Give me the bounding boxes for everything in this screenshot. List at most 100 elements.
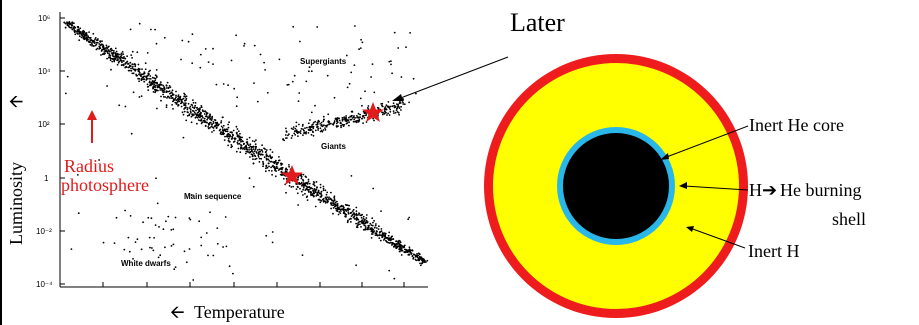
scatter-point: [343, 116, 346, 118]
scatter-point: [308, 66, 311, 69]
scatter-point: [299, 183, 301, 186]
scatter-point: [385, 104, 388, 106]
scatter-point: [302, 183, 304, 186]
scatter-point: [376, 227, 378, 229]
scatter-point: [152, 87, 155, 90]
scatter-point: [162, 93, 165, 96]
scatter-point: [391, 72, 393, 75]
scatter-point: [358, 120, 361, 122]
scatter-point: [98, 43, 101, 45]
star-cross-section: [484, 54, 748, 318]
scatter-point: [216, 121, 219, 124]
scatter-point: [372, 221, 374, 224]
scatter-point: [140, 79, 143, 82]
scatter-point: [332, 202, 335, 204]
scatter-point: [343, 118, 345, 120]
scatter-point: [364, 90, 366, 93]
scatter-point: [363, 220, 365, 222]
scatter-point: [300, 181, 303, 184]
scatter-point: [320, 190, 323, 193]
scatter-point: [230, 138, 233, 140]
scatter-point: [154, 79, 157, 82]
scatter-point: [140, 95, 143, 97]
scatter-point: [302, 186, 305, 189]
scatter-point: [181, 39, 184, 42]
scatter-point: [195, 109, 197, 112]
scatter-point: [168, 90, 171, 93]
scatter-point: [288, 182, 291, 184]
scatter-point: [414, 254, 417, 257]
scatter-point: [357, 112, 360, 115]
scatter-point: [290, 186, 293, 188]
scatter-point: [329, 198, 331, 201]
scatter-point: [117, 58, 119, 61]
scatter-point: [106, 51, 109, 53]
scatter-point: [331, 199, 333, 202]
scatter-point: [393, 104, 396, 107]
scatter-point: [301, 184, 303, 187]
scatter-point: [184, 106, 187, 109]
scatter-point: [148, 236, 151, 239]
scatter-point: [306, 199, 309, 202]
scatter-point: [315, 188, 318, 191]
label-inert-h: Inert H: [748, 241, 799, 261]
scatter-point: [193, 107, 196, 110]
scatter-point: [297, 204, 299, 206]
scatter-point: [242, 143, 245, 146]
shell-pointer-head: [679, 182, 687, 189]
scatter-point: [259, 150, 261, 153]
scatter-point: [379, 239, 382, 242]
scatter-point: [288, 185, 291, 187]
scatter-point: [189, 110, 192, 113]
scatter-point: [397, 242, 400, 245]
scatter-point: [163, 36, 166, 39]
scatter-point: [285, 167, 287, 170]
label-burning-shell-h: H: [749, 180, 762, 200]
scatter-point: [239, 136, 242, 139]
scatter-point: [163, 87, 166, 90]
scatter-point: [230, 146, 233, 149]
scatter-point: [356, 116, 358, 119]
scatter-point: [400, 109, 402, 111]
scatter-point: [207, 61, 210, 63]
scatter-point: [235, 150, 238, 153]
scatter-point: [282, 177, 285, 180]
scatter-point: [158, 83, 161, 86]
scatter-point: [357, 221, 360, 224]
scatter-point: [322, 189, 325, 192]
scatter-point: [293, 74, 296, 77]
scatter-point: [374, 224, 377, 227]
scatter-point: [99, 41, 102, 43]
scatter-point: [68, 26, 70, 28]
scatter-point: [181, 101, 184, 104]
scatter-point: [143, 71, 146, 73]
scatter-point: [235, 125, 238, 128]
scatter-point: [212, 47, 214, 50]
scatter-point: [253, 152, 255, 155]
scatter-point: [256, 100, 259, 103]
scatter-point: [188, 107, 191, 109]
scatter-point: [351, 110, 354, 113]
scatter-point: [392, 102, 395, 105]
scatter-point: [375, 223, 377, 225]
scatter-point: [419, 257, 422, 260]
scatter-point: [118, 104, 121, 107]
scatter-point: [365, 214, 368, 216]
scatter-point: [239, 147, 242, 150]
scatter-point: [294, 134, 297, 136]
scatter-point: [200, 236, 203, 239]
scatter-point: [207, 124, 210, 126]
scatter-point: [202, 110, 204, 112]
scatter-point: [359, 113, 361, 116]
scatter-point: [241, 136, 243, 139]
scatter-point: [268, 169, 270, 172]
scatter-point: [336, 210, 339, 213]
scatter-point: [254, 155, 257, 158]
scatter-point: [265, 150, 267, 153]
scatter-point: [232, 134, 235, 137]
scatter-point: [353, 212, 355, 214]
scatter-point: [138, 68, 141, 70]
scatter-point: [322, 124, 325, 127]
scatter-point: [286, 168, 289, 171]
scatter-point: [199, 114, 202, 116]
